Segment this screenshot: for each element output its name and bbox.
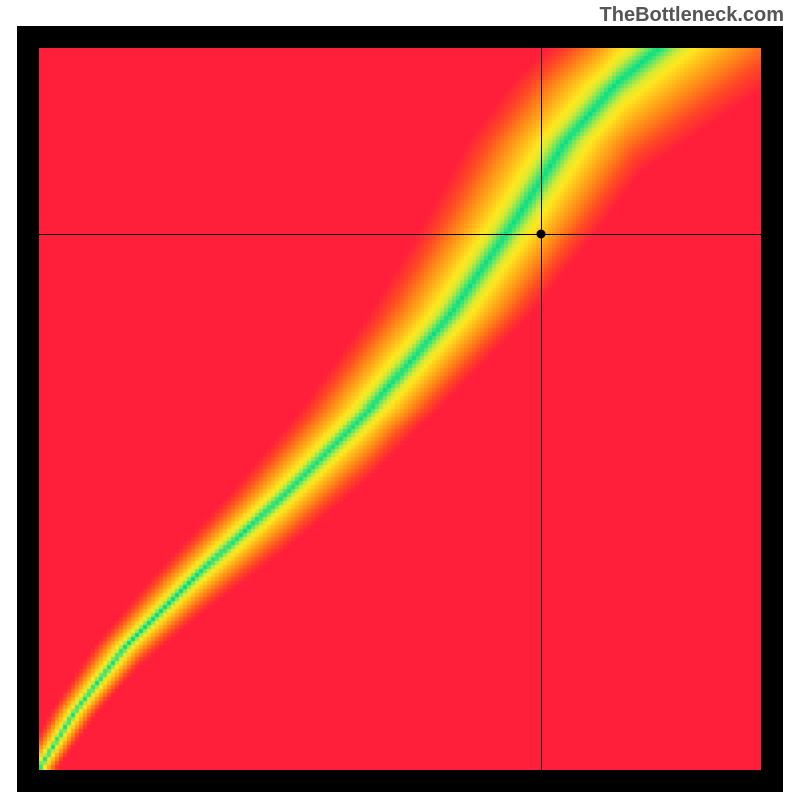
crosshair-marker <box>536 230 545 239</box>
watermark: TheBottleneck.com <box>600 4 784 27</box>
chart-frame <box>17 26 783 792</box>
crosshair-vertical <box>541 48 542 770</box>
page-container: TheBottleneck.com <box>0 0 800 800</box>
heatmap-canvas <box>39 48 761 770</box>
chart-plot-area <box>39 48 761 770</box>
crosshair-horizontal <box>39 234 761 235</box>
